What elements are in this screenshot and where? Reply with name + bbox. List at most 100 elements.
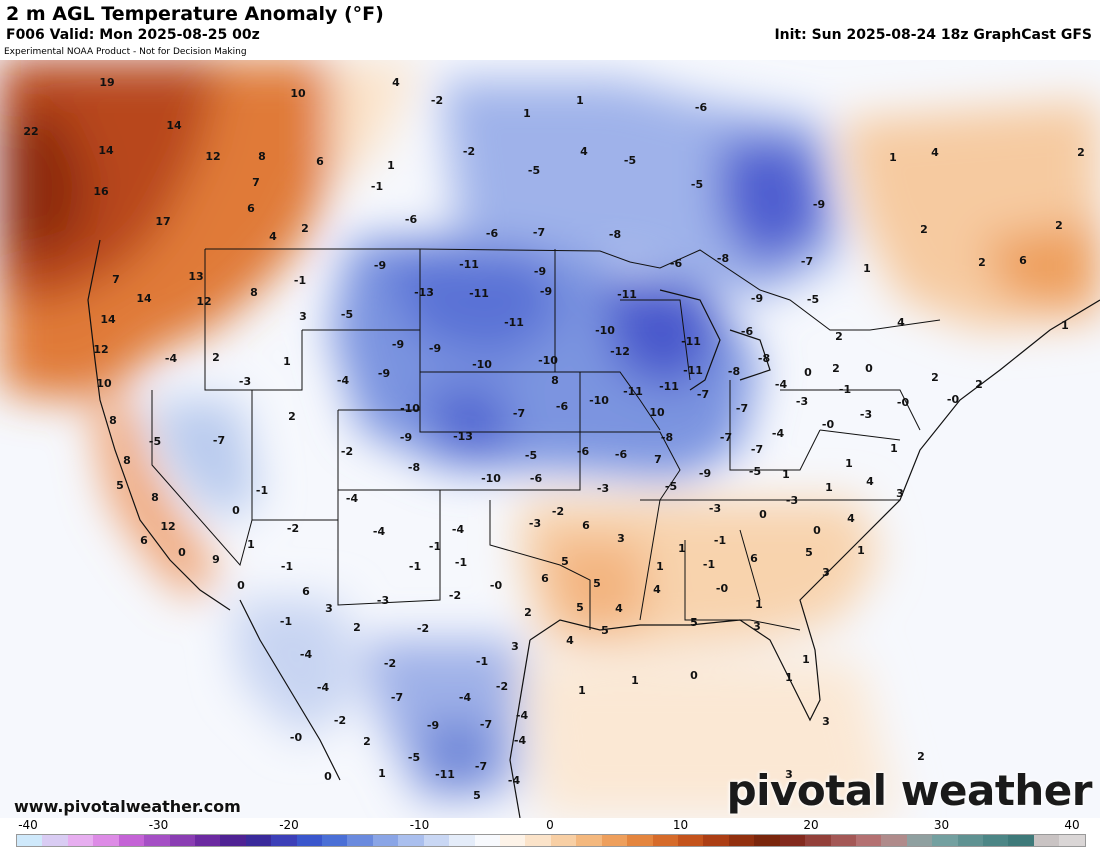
colorbar-swatch <box>830 835 856 846</box>
anomaly-value-label: -6 <box>486 227 499 240</box>
anomaly-value-label: 17 <box>155 215 170 228</box>
anomaly-value-label: 2 <box>832 362 840 375</box>
colorbar-legend: -40 -30 -20 -10 0 10 20 30 40 <box>0 818 1100 850</box>
anomaly-value-label: 3 <box>753 620 761 633</box>
anomaly-value-label: -11 <box>435 768 455 781</box>
anomaly-value-label: -7 <box>801 255 813 268</box>
colorbar-swatch <box>144 835 170 846</box>
anomaly-value-label: -4 <box>452 523 465 536</box>
colorbar-swatch <box>728 835 755 846</box>
anomaly-value-label: 19 <box>99 76 114 89</box>
anomaly-value-label: -10 <box>400 402 420 415</box>
anomaly-value-label: 2 <box>301 222 309 235</box>
colorbar-swatch <box>423 835 450 846</box>
anomaly-value-label: -9 <box>813 198 825 211</box>
colorbar-tick-label: 0 <box>546 818 554 832</box>
anomaly-value-label: -5 <box>749 465 761 478</box>
anomaly-value-label: 2 <box>978 256 986 269</box>
colorbar-swatch <box>500 835 526 846</box>
anomaly-value-label: 2 <box>1055 219 1063 232</box>
colorbar-swatch <box>296 835 323 846</box>
anomaly-value-label: 2 <box>1077 146 1085 159</box>
anomaly-value-label: -8 <box>728 365 740 378</box>
anomaly-value-label: -2 <box>334 714 346 727</box>
anomaly-value-label: -8 <box>758 352 770 365</box>
colorbar-swatch <box>220 835 246 846</box>
anomaly-value-label: 5 <box>116 479 124 492</box>
anomaly-value-label: 0 <box>865 362 873 375</box>
anomaly-shading <box>0 60 1100 818</box>
anomaly-value-label: -3 <box>529 517 541 530</box>
anomaly-value-label: -6 <box>615 448 628 461</box>
anomaly-value-label: -6 <box>670 257 683 270</box>
anomaly-value-label: 5 <box>561 555 569 568</box>
colorbar-swatch <box>17 835 43 846</box>
colorbar-swatch <box>474 835 501 846</box>
anomaly-value-label: 7 <box>112 273 120 286</box>
anomaly-value-label: 3 <box>325 602 333 615</box>
anomaly-value-label: -4 <box>373 525 386 538</box>
anomaly-value-label: 0 <box>690 669 698 682</box>
anomaly-value-label: -7 <box>391 691 403 704</box>
anomaly-value-label: -1 <box>455 556 467 569</box>
colorbar-swatch <box>855 835 882 846</box>
anomaly-value-label: 2 <box>353 621 361 634</box>
anomaly-map: 19 10 4 -2 1 1 -6 22 14 14 12 8 6 1 -2 4 -5 1 4 -5 -5 2 16 7 -1 6… <box>0 60 1100 818</box>
anomaly-value-label: 1 <box>523 107 531 120</box>
anomaly-value-label: -2 <box>287 522 299 535</box>
anomaly-value-label: 6 <box>541 572 549 585</box>
anomaly-value-label: -1 <box>839 383 851 396</box>
colorbar-tick-label: -20 <box>279 818 299 832</box>
anomaly-value-label: -6 <box>577 445 590 458</box>
colorbar-tick-label: 40 <box>1064 818 1080 832</box>
anomaly-value-label: 6 <box>140 534 148 547</box>
coastlines <box>87 239 1100 818</box>
anomaly-value-label: -0 <box>290 731 303 744</box>
anomaly-value-label: 22 <box>23 125 38 138</box>
anomaly-value-label: 2 <box>212 351 220 364</box>
anomaly-value-label: -11 <box>504 316 524 329</box>
website-url: www.pivotalweather.com <box>14 797 241 816</box>
anomaly-value-label: -9 <box>427 719 439 732</box>
anomaly-value-label: -11 <box>459 258 479 271</box>
anomaly-value-label: -2 <box>417 622 429 635</box>
colorbar-swatch <box>983 835 1009 846</box>
anomaly-value-label: 2 <box>920 223 928 236</box>
colorbar-tick-label: -40 <box>18 818 38 832</box>
colorbar-swatch <box>601 835 628 846</box>
colorbar-swatch <box>194 835 221 846</box>
map-header: 2 m AGL Temperature Anomaly (°F) F006 Va… <box>0 0 1100 60</box>
anomaly-value-label: 1 <box>247 538 255 551</box>
init-time: Init: Sun 2025-08-24 18z GraphCast GFS <box>774 27 1092 43</box>
anomaly-value-label: -1 <box>703 558 715 571</box>
anomaly-value-label: 1 <box>782 468 790 481</box>
anomaly-value-label: -3 <box>597 482 609 495</box>
anomaly-value-label: 2 <box>917 750 925 763</box>
colorbar-tick-label: -10 <box>409 818 430 832</box>
anomaly-value-label: 14 <box>136 292 152 305</box>
anomaly-value-label: 12 <box>160 520 175 533</box>
anomaly-value-label: -8 <box>717 252 729 265</box>
anomaly-value-label: -2 <box>496 680 508 693</box>
colorbar-swatch <box>550 835 577 846</box>
colorbar-swatch <box>906 835 933 846</box>
anomaly-value-label: 2 <box>363 735 371 748</box>
anomaly-value-label: -7 <box>720 431 732 444</box>
anomaly-value-label: 0 <box>232 504 240 517</box>
colorbar-tick-label: -30 <box>148 818 169 832</box>
anomaly-value-label: -4 <box>508 774 521 787</box>
anomaly-value-label: 10 <box>649 406 665 419</box>
anomaly-value-label: 1 <box>845 457 853 470</box>
colorbar-swatch <box>449 835 475 846</box>
colorbar-tick-label: 10 <box>672 818 689 832</box>
anomaly-value-label: -8 <box>661 431 673 444</box>
anomaly-value-label: 5 <box>690 616 698 629</box>
anomaly-value-label: -9 <box>429 342 441 355</box>
anomaly-value-label: 2 <box>288 410 296 423</box>
anomaly-value-label: 5 <box>805 546 813 559</box>
anomaly-value-label: -6 <box>695 101 708 114</box>
anomaly-value-label: 16 <box>93 185 109 198</box>
anomaly-value-label: 4 <box>897 316 905 329</box>
colorbar-swatch <box>245 835 272 846</box>
anomaly-value-label: -4 <box>337 374 350 387</box>
